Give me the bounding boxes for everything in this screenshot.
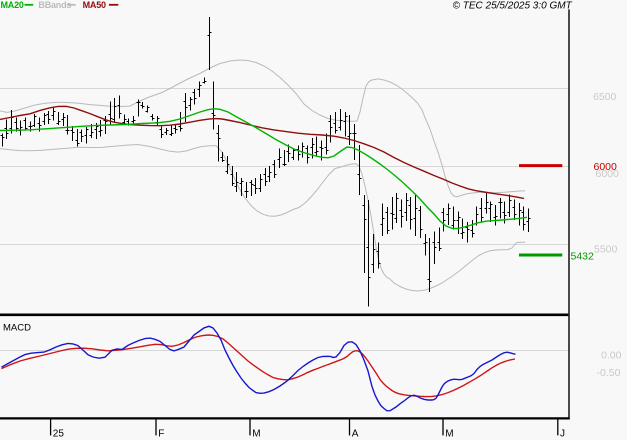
- svg-text:A: A: [352, 429, 359, 440]
- svg-text:6000: 6000: [594, 161, 618, 173]
- svg-text:5432: 5432: [571, 251, 595, 263]
- svg-text:BBands: BBands: [38, 0, 71, 10]
- svg-text:F: F: [158, 429, 164, 440]
- svg-text:6500: 6500: [593, 91, 617, 103]
- svg-text:0.00: 0.00: [601, 350, 622, 362]
- svg-text:MA20: MA20: [1, 0, 24, 10]
- svg-text:MA50: MA50: [83, 0, 106, 10]
- svg-text:-0.50: -0.50: [597, 367, 621, 379]
- svg-text:M: M: [445, 429, 453, 440]
- svg-text:J: J: [560, 429, 565, 440]
- svg-text:M: M: [252, 429, 260, 440]
- svg-text:6000: 6000: [596, 168, 620, 180]
- svg-text:© TEC 25/5/2025 3:0 GMT: © TEC 25/5/2025 3:0 GMT: [453, 1, 573, 12]
- svg-text:MACD: MACD: [3, 322, 31, 333]
- svg-text:5500: 5500: [594, 243, 618, 255]
- svg-text:25: 25: [53, 429, 65, 440]
